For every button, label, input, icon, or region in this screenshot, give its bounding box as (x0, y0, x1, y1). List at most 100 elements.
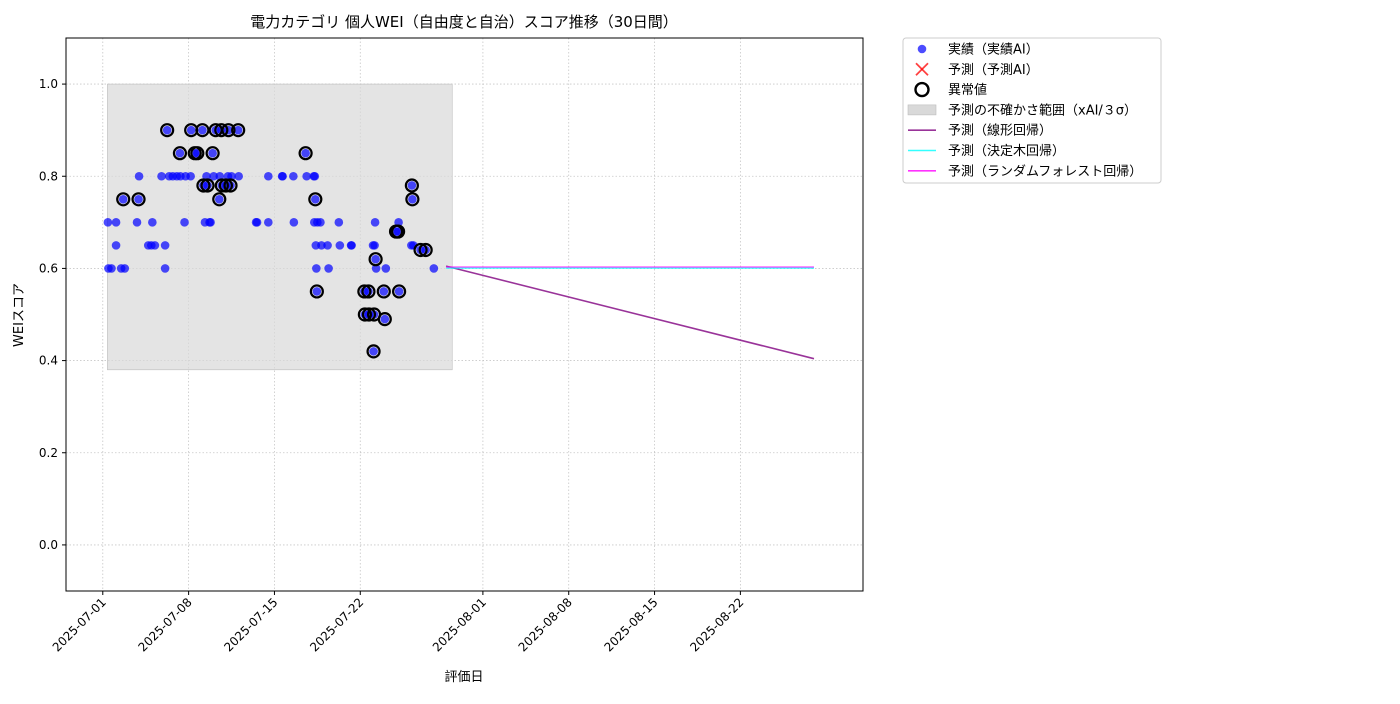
legend-box (902, 37, 1162, 184)
anomaly-rings-layer (116, 123, 433, 359)
actual-point (234, 171, 243, 181)
x-axis-label: 評価日 (444, 670, 483, 685)
actual-point (103, 218, 113, 227)
y-tick-label: 0.0 (39, 538, 58, 552)
x-tick-label: 2025-08-01 (430, 595, 489, 654)
actual-point (132, 218, 142, 227)
anomaly-ring (418, 242, 433, 258)
actual-point (289, 218, 299, 227)
anomaly-ring (231, 123, 246, 138)
anomaly-ring (404, 178, 419, 193)
actual-point (317, 241, 326, 250)
anomaly-ring (212, 192, 227, 207)
x-tick-label: 2025-08-08 (516, 595, 575, 654)
x-tick-label: 2025-07-01 (50, 595, 109, 654)
anomaly-ring (357, 307, 372, 322)
legend-symbol-prediction (915, 62, 929, 76)
anomaly-ring (390, 224, 406, 239)
actual-point (160, 241, 170, 250)
legend-label: 実績（実績AI） (948, 42, 1039, 58)
forecast-lines-layer (445, 265, 815, 360)
anomaly-ring (195, 123, 210, 138)
anomaly-ring (376, 284, 391, 299)
anomaly-ring (205, 146, 220, 161)
y-tick-label: 1.0 (39, 77, 58, 91)
legend-label: 予測（予測AI） (948, 63, 1039, 78)
legend-label: 異常値 (948, 82, 987, 98)
anomaly-ring (413, 242, 428, 258)
anomaly-ring (405, 192, 420, 207)
actual-point (379, 287, 389, 296)
actual-point (264, 171, 273, 181)
actual-point (407, 181, 417, 190)
actual-point (157, 171, 166, 181)
actual-point (393, 227, 403, 236)
actual-point (316, 218, 325, 227)
y-axis-label: WEIスコア (12, 283, 27, 347)
legend-label: 予測（線形回帰） (948, 123, 1052, 139)
y-tick-label: 0.6 (39, 261, 58, 275)
actual-point (381, 264, 391, 273)
anomaly-ring (190, 146, 205, 161)
anomaly-ring (377, 312, 392, 327)
legend-cross-stroke (915, 62, 929, 76)
x-tick-label: 2025-08-22 (687, 595, 746, 654)
actual-point (371, 264, 381, 273)
actual-point (264, 218, 273, 227)
anomaly-ring (308, 192, 323, 207)
anomaly-ring (200, 178, 215, 193)
actual-point (186, 171, 195, 181)
legend-label: 予測（ランダムフォレスト回帰） (948, 163, 1142, 179)
actual-point (371, 254, 380, 264)
actual-point (209, 171, 218, 181)
x-tick-label: 2025-07-08 (136, 595, 195, 654)
plot-frame (65, 37, 864, 592)
anomaly-ring (131, 192, 146, 207)
actual-point (335, 241, 345, 250)
anomaly-ring (361, 307, 377, 322)
actual-point (429, 264, 439, 273)
actual-point (214, 194, 224, 204)
actual-point (310, 171, 320, 181)
chart-title: 電力カテゴリ 個人WEI（自由度と自治）スコア推移（30日間） (250, 13, 678, 31)
actual-point (134, 194, 143, 204)
anomaly-ring (361, 284, 376, 299)
legend-symbol-anomaly (914, 81, 930, 98)
actual-point (408, 194, 417, 204)
actual-point (175, 148, 185, 158)
actual-point (369, 347, 378, 356)
actual-point (380, 314, 390, 324)
actual-point (202, 171, 211, 181)
actual-point (180, 218, 189, 227)
actual-point (118, 194, 128, 204)
anomaly-ring (172, 146, 188, 161)
actual-point (312, 287, 322, 296)
actual-point (148, 218, 157, 227)
actual-point (323, 241, 332, 250)
actual-point (208, 148, 217, 158)
anomaly-ring (116, 192, 131, 207)
actual-point (198, 125, 207, 135)
anomaly-ring (298, 146, 313, 161)
actual-point (252, 218, 262, 227)
actual-point (301, 148, 310, 158)
anomaly-ring (160, 123, 175, 138)
actual-point (347, 241, 356, 250)
anomaly-ring (221, 123, 236, 138)
anomaly-ring (214, 178, 229, 193)
anomaly-ring (392, 284, 407, 299)
x-tick-label: 2025-08-15 (601, 595, 660, 654)
anomaly-ring (196, 178, 211, 193)
actual-points-layer (103, 125, 439, 356)
actual-point (370, 218, 380, 227)
anomaly-ring (366, 344, 381, 359)
forecast-line (445, 265, 815, 360)
y-tick-label: 0.4 (39, 354, 58, 368)
actual-point (160, 264, 170, 273)
anomaly-ring (309, 284, 324, 299)
actual-point (186, 125, 196, 135)
actual-point (334, 218, 344, 227)
actual-point (311, 194, 320, 204)
